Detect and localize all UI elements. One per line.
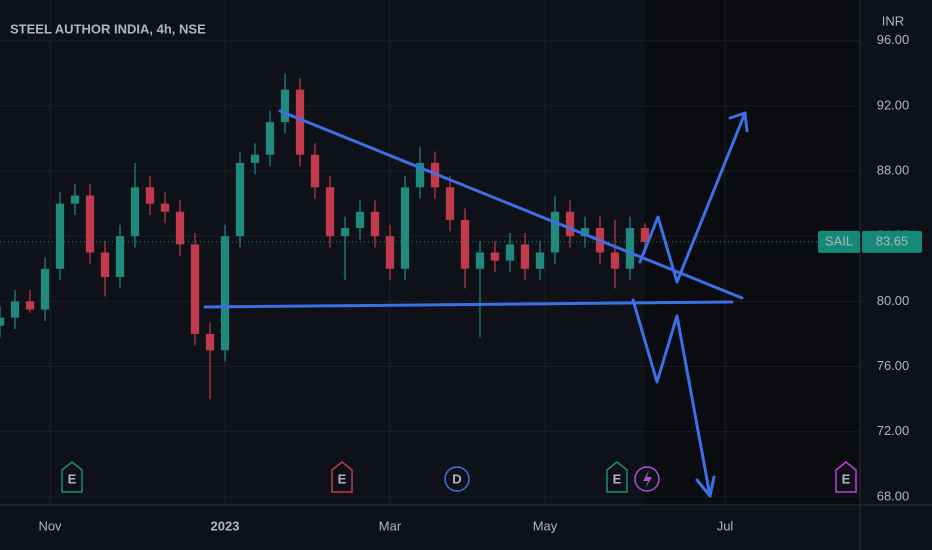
x-tick-label: Nov bbox=[38, 518, 62, 533]
y-tick-label: 96.00 bbox=[877, 32, 910, 47]
y-tick-label: 88.00 bbox=[877, 162, 910, 177]
y-tick-label: 76.00 bbox=[877, 358, 910, 373]
candle-body bbox=[265, 122, 275, 155]
event-label: E bbox=[338, 471, 347, 486]
arrow-up-head bbox=[728, 111, 749, 133]
x-tick-label: 2023 bbox=[211, 518, 240, 533]
event-label: E bbox=[613, 471, 622, 486]
candle-body bbox=[55, 203, 65, 269]
candle-body bbox=[130, 187, 140, 237]
arrow-down-head bbox=[695, 475, 716, 498]
candle-body bbox=[235, 162, 245, 237]
candle-body bbox=[355, 211, 365, 229]
candle-body bbox=[415, 162, 425, 188]
candle-body bbox=[10, 301, 20, 318]
candle-body bbox=[160, 203, 170, 212]
candle-body bbox=[220, 236, 230, 351]
flash-bolt bbox=[643, 470, 652, 489]
last-price-box bbox=[862, 230, 922, 253]
candle-body bbox=[475, 252, 485, 269]
drawings bbox=[203, 109, 749, 498]
event-marker bbox=[835, 461, 857, 493]
candle-body bbox=[340, 228, 350, 237]
x-tick-label: Mar bbox=[379, 518, 402, 533]
candle-body bbox=[100, 252, 110, 277]
x-tick-label: May bbox=[533, 518, 558, 533]
last-price-label: 83.65 bbox=[876, 233, 909, 248]
candle-body bbox=[295, 89, 305, 155]
arrow-up-path bbox=[638, 111, 747, 284]
x-tick-label: Jul bbox=[717, 518, 734, 533]
candle-body bbox=[205, 333, 215, 351]
event-marker bbox=[606, 461, 628, 493]
candle-body bbox=[0, 317, 5, 326]
event-marker bbox=[331, 461, 353, 493]
candle-body bbox=[190, 244, 200, 334]
candle-body bbox=[625, 228, 635, 269]
candle-body bbox=[175, 211, 185, 245]
event-marker bbox=[61, 461, 83, 493]
candle-body bbox=[250, 154, 260, 163]
event-label: E bbox=[842, 471, 851, 486]
candle-body bbox=[505, 244, 515, 261]
axes: 68.0072.0076.0080.0084.0088.0092.0096.00… bbox=[0, 32, 922, 533]
candle-body bbox=[85, 195, 95, 253]
candle-body bbox=[115, 236, 125, 277]
candle-body bbox=[535, 252, 545, 269]
candle-body bbox=[25, 301, 35, 310]
y-tick-label: 92.00 bbox=[877, 97, 910, 112]
candle-body bbox=[640, 228, 650, 242]
event-marker bbox=[444, 466, 470, 492]
trendline-lower bbox=[203, 300, 734, 309]
candle-body bbox=[145, 187, 155, 204]
currency-label: INR bbox=[882, 13, 904, 28]
symbol-box bbox=[818, 230, 860, 253]
candle-body bbox=[565, 211, 575, 237]
candle-body bbox=[610, 252, 620, 269]
candle-body bbox=[400, 187, 410, 269]
candle-body bbox=[310, 154, 320, 188]
y-tick-label: 68.00 bbox=[877, 488, 910, 503]
symbol-label: SAIL bbox=[825, 233, 853, 248]
candle-body bbox=[370, 211, 380, 237]
candle-body bbox=[445, 187, 455, 220]
trendline-upper bbox=[278, 109, 744, 300]
candle-body bbox=[550, 211, 560, 253]
candle-body bbox=[280, 89, 290, 123]
event-label: D bbox=[452, 471, 461, 486]
candle-body bbox=[580, 228, 590, 237]
event-label: E bbox=[68, 471, 77, 486]
candle-body bbox=[40, 268, 50, 310]
candle-body bbox=[385, 236, 395, 269]
chart-title: STEEL AUTHOR INDIA, 4h, NSE bbox=[10, 21, 206, 36]
arrow-down-path bbox=[631, 298, 712, 498]
candle-body bbox=[460, 219, 470, 269]
candle-body bbox=[325, 187, 335, 237]
candle-body bbox=[70, 195, 80, 204]
y-tick-label: 80.00 bbox=[877, 293, 910, 308]
candle-body bbox=[490, 252, 500, 261]
candle-body bbox=[520, 244, 530, 269]
y-tick-label: 72.00 bbox=[877, 423, 910, 438]
